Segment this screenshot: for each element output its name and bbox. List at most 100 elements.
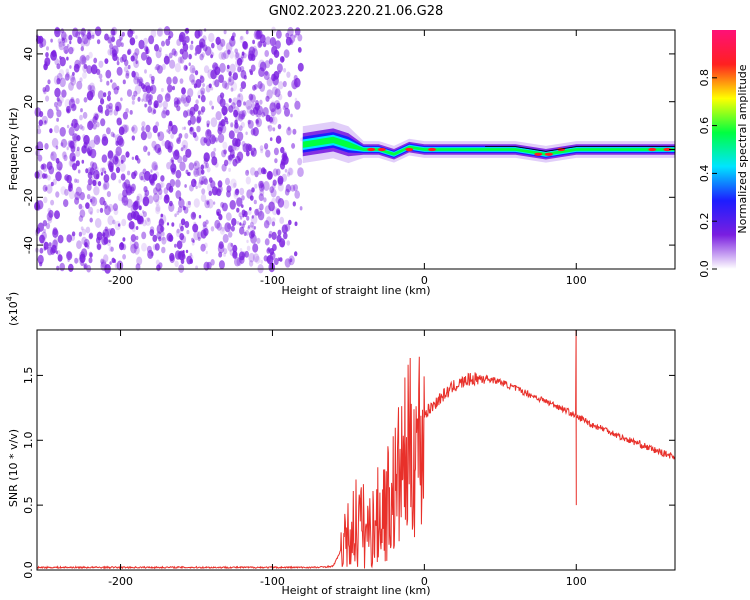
- noise-dot: [161, 87, 164, 93]
- noise-dot: [273, 147, 279, 156]
- noise-dot: [37, 124, 41, 129]
- noise-dot: [38, 35, 44, 44]
- noise-dot: [83, 63, 88, 69]
- noise-dot: [76, 240, 82, 250]
- noise-dot: [268, 201, 275, 212]
- noise-dot: [100, 167, 104, 173]
- noise-dot: [257, 41, 263, 48]
- noise-dot: [96, 136, 100, 142]
- noise-dot: [250, 70, 253, 76]
- noise-dot: [160, 175, 165, 182]
- noise-dot: [168, 202, 175, 212]
- noise-dot: [217, 180, 223, 188]
- noise-dot: [138, 213, 143, 220]
- noise-dot: [232, 244, 238, 253]
- noise-dot: [59, 262, 65, 272]
- noise-dot: [287, 90, 293, 98]
- noise-dot: [287, 167, 293, 176]
- noise-dot: [150, 251, 154, 257]
- noise-dot: [274, 88, 281, 98]
- noise-dot: [96, 112, 100, 118]
- noise-dot: [252, 39, 256, 45]
- noise-dot: [200, 109, 204, 115]
- noise-dot: [176, 228, 180, 234]
- noise-dot: [173, 97, 179, 105]
- colorbar-tick-label: 0.6: [698, 117, 711, 135]
- noise-dot: [256, 120, 260, 126]
- noise-dot: [227, 155, 231, 160]
- noise-dot: [264, 143, 269, 150]
- noise-dot: [175, 190, 182, 199]
- noise-dot: [189, 106, 196, 116]
- noise-dot: [218, 51, 224, 60]
- noise-dot: [101, 136, 109, 146]
- noise-dot: [121, 31, 125, 37]
- noise-dot: [103, 174, 110, 183]
- noise-dot: [90, 195, 96, 204]
- noise-dot: [94, 26, 102, 37]
- noise-dot: [183, 144, 188, 152]
- noise-dot: [78, 203, 83, 210]
- noise-dot: [191, 67, 196, 74]
- snr-frame: [36, 329, 676, 571]
- noise-dot: [60, 186, 67, 195]
- noise-dot: [50, 151, 57, 162]
- snr-x-ticks: -200 -100 0 100: [108, 330, 587, 588]
- noise-dot: [49, 128, 53, 134]
- noise-dot: [127, 170, 131, 176]
- noise-dot: [96, 208, 100, 214]
- noise-dot: [223, 29, 227, 35]
- noise-dot: [273, 70, 280, 80]
- noise-dot: [294, 100, 301, 110]
- noise-dot: [81, 145, 87, 154]
- noise-dot: [161, 231, 165, 237]
- noise-dot: [69, 140, 75, 149]
- noise-dot: [180, 147, 184, 152]
- noise-dot: [286, 240, 291, 246]
- noise-dot: [283, 68, 287, 73]
- noise-dot: [235, 59, 241, 68]
- noise-dot: [41, 163, 47, 170]
- noise-dot: [230, 35, 235, 41]
- noise-dot: [58, 95, 64, 104]
- noise-dot: [234, 188, 240, 196]
- noise-dot: [289, 34, 296, 44]
- noise-dot: [131, 222, 136, 230]
- noise-dot: [236, 221, 240, 225]
- noise-dot: [50, 199, 55, 206]
- noise-dot: [285, 32, 290, 38]
- noise-dot: [194, 29, 201, 39]
- noise-dot: [54, 58, 59, 66]
- noise-dot: [36, 141, 44, 152]
- noise-dot: [106, 80, 110, 86]
- noise-dot: [239, 35, 245, 44]
- noise-dot: [152, 125, 158, 134]
- noise-dot: [81, 159, 85, 164]
- noise-dot: [159, 214, 167, 224]
- noise-dot: [55, 250, 58, 254]
- noise-dot: [271, 86, 278, 96]
- noise-dot: [98, 60, 104, 68]
- noise-dot: [198, 95, 201, 99]
- noise-dot: [199, 74, 203, 80]
- noise-dot: [156, 264, 161, 272]
- noise-dot: [229, 249, 235, 256]
- noise-dot: [287, 126, 291, 131]
- noise-dot: [81, 125, 85, 131]
- noise-dot: [146, 56, 152, 66]
- noise-dot: [153, 193, 160, 203]
- noise-dot: [186, 229, 190, 235]
- noise-dot: [251, 187, 255, 193]
- noise-dot: [250, 230, 256, 238]
- noise-dot: [155, 63, 160, 71]
- noise-dot: [96, 121, 100, 128]
- noise-dot: [138, 81, 143, 87]
- noise-dot: [218, 241, 224, 250]
- noise-dot: [72, 133, 78, 142]
- noise-dot: [225, 177, 230, 186]
- noise-dot: [294, 221, 298, 227]
- noise-dot: [241, 195, 245, 201]
- noise-dot: [219, 98, 226, 108]
- noise-dot: [122, 253, 126, 260]
- noise-dot: [214, 137, 218, 142]
